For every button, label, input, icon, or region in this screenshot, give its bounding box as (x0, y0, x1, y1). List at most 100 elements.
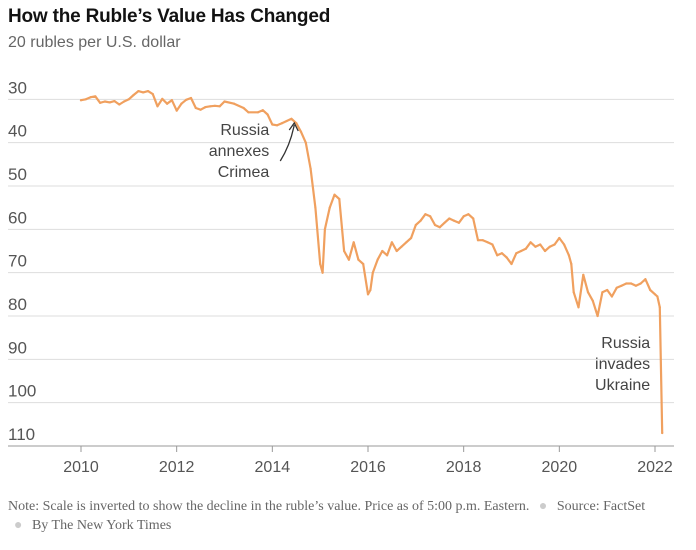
data-point (606, 288, 609, 292)
data-point (213, 104, 216, 107)
data-point (362, 262, 365, 266)
data-point (223, 100, 226, 103)
annotation-crimea-line: Russia (220, 122, 269, 139)
data-point (601, 291, 604, 294)
data-point (462, 215, 465, 218)
data-point (615, 286, 618, 289)
footnote: Note: Scale is inverted to show the decl… (8, 497, 668, 535)
data-point (261, 109, 264, 112)
data-point (347, 258, 350, 261)
y-tick-label-40: 40 (8, 122, 27, 141)
x-tick-label-2020: 2020 (542, 459, 578, 476)
data-point (185, 98, 188, 101)
data-point (319, 262, 322, 266)
data-point (414, 223, 417, 227)
unit-label-text: rubles per U.S. dollar (30, 34, 181, 51)
data-point (338, 197, 341, 201)
data-point (199, 108, 202, 111)
data-point (505, 256, 508, 259)
separator-dot: ● (538, 499, 548, 514)
data-point (94, 95, 97, 98)
data-point (314, 206, 317, 209)
data-point (661, 431, 664, 435)
data-point (333, 193, 336, 196)
annotation-arrowhead (288, 121, 299, 132)
data-point (520, 249, 523, 253)
data-point (276, 124, 279, 127)
annotation-ukraine: Russia invades Ukraine (595, 335, 650, 394)
data-point (170, 99, 173, 102)
data-point (443, 221, 446, 224)
data-point (256, 111, 260, 114)
x-tick-label-2014: 2014 (255, 459, 291, 476)
data-point (572, 291, 575, 294)
data-point (653, 293, 657, 296)
chart-title: How the Ruble’s Value Has Changed (8, 6, 331, 27)
data-point (328, 206, 331, 209)
data-point (352, 241, 355, 244)
data-point (419, 219, 422, 222)
data-point (472, 217, 475, 220)
data-point (570, 262, 573, 266)
data-point (400, 245, 403, 248)
data-point (649, 288, 652, 292)
y-axis-unit-label: 20 rubles per U.S. dollar (8, 34, 181, 52)
x-tick-label-2016: 2016 (350, 459, 386, 476)
data-point (194, 106, 197, 110)
data-point (266, 113, 269, 116)
data-point (390, 241, 393, 244)
data-point (405, 241, 408, 244)
data-point (137, 90, 140, 93)
x-axis: 2010 2012 2014 2016 2018 2020 2022 (8, 445, 674, 476)
data-point (89, 96, 92, 99)
data-point (290, 117, 293, 120)
data-point (620, 284, 623, 287)
data-point (395, 249, 398, 253)
data-point (486, 241, 489, 244)
source-text: Source: FactSet (556, 499, 646, 514)
y-tick-label-110: 110 (8, 425, 35, 444)
y-tick-label-30: 30 (8, 78, 27, 97)
data-point (558, 236, 561, 240)
annotation-crimea-line: Crimea (218, 164, 270, 181)
annotation-ukraine-line: Russia (601, 335, 650, 352)
data-point (634, 284, 638, 287)
data-point (577, 306, 580, 309)
data-point (371, 271, 374, 274)
y-tick-label-80: 80 (8, 295, 27, 314)
data-point (553, 243, 556, 246)
data-point (534, 245, 537, 248)
data-point (99, 101, 102, 104)
y-axis-ticks: 30 40 50 60 70 80 90 100 110 (8, 78, 36, 444)
data-point (123, 100, 126, 103)
annotation-arrow (279, 124, 295, 162)
data-point (610, 295, 614, 298)
y-tick-label-60: 60 (8, 208, 27, 227)
data-point (582, 273, 585, 276)
data-point (280, 122, 283, 125)
data-point (295, 122, 298, 125)
data-point (369, 288, 372, 292)
data-point (321, 271, 324, 274)
data-point (357, 258, 360, 261)
data-point (285, 119, 288, 123)
data-point (376, 258, 379, 261)
data-point (548, 245, 551, 248)
data-point (448, 217, 451, 220)
data-point (132, 93, 135, 97)
data-point (429, 215, 432, 218)
data-point (586, 291, 590, 294)
unit-label-top-tick: 20 (8, 34, 26, 51)
data-point (323, 228, 326, 231)
data-point (596, 314, 599, 318)
x-tick-label-2012: 2012 (159, 459, 195, 476)
data-point (233, 102, 236, 105)
ruble-line (79, 89, 664, 435)
series-layer (79, 89, 664, 435)
y-tick-label-50: 50 (8, 165, 27, 184)
x-tick-label-2010: 2010 (63, 459, 99, 476)
data-point (118, 103, 121, 106)
data-point (543, 249, 547, 253)
data-point (84, 98, 87, 101)
data-point (630, 282, 633, 285)
